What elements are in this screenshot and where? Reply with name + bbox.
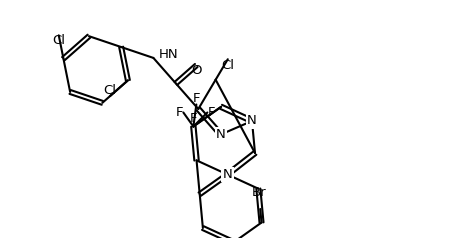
Text: O: O — [191, 64, 201, 77]
Text: F: F — [190, 112, 197, 125]
Text: N: N — [223, 168, 232, 181]
Text: Br: Br — [251, 186, 266, 198]
Text: HN: HN — [158, 48, 178, 61]
Text: Cl: Cl — [221, 59, 234, 72]
Text: Cl: Cl — [103, 84, 117, 97]
Text: F: F — [176, 106, 183, 119]
Text: N: N — [216, 128, 226, 141]
Text: F: F — [208, 106, 215, 119]
Text: F: F — [192, 92, 200, 105]
Text: N: N — [247, 114, 257, 128]
Text: Cl: Cl — [52, 34, 65, 47]
